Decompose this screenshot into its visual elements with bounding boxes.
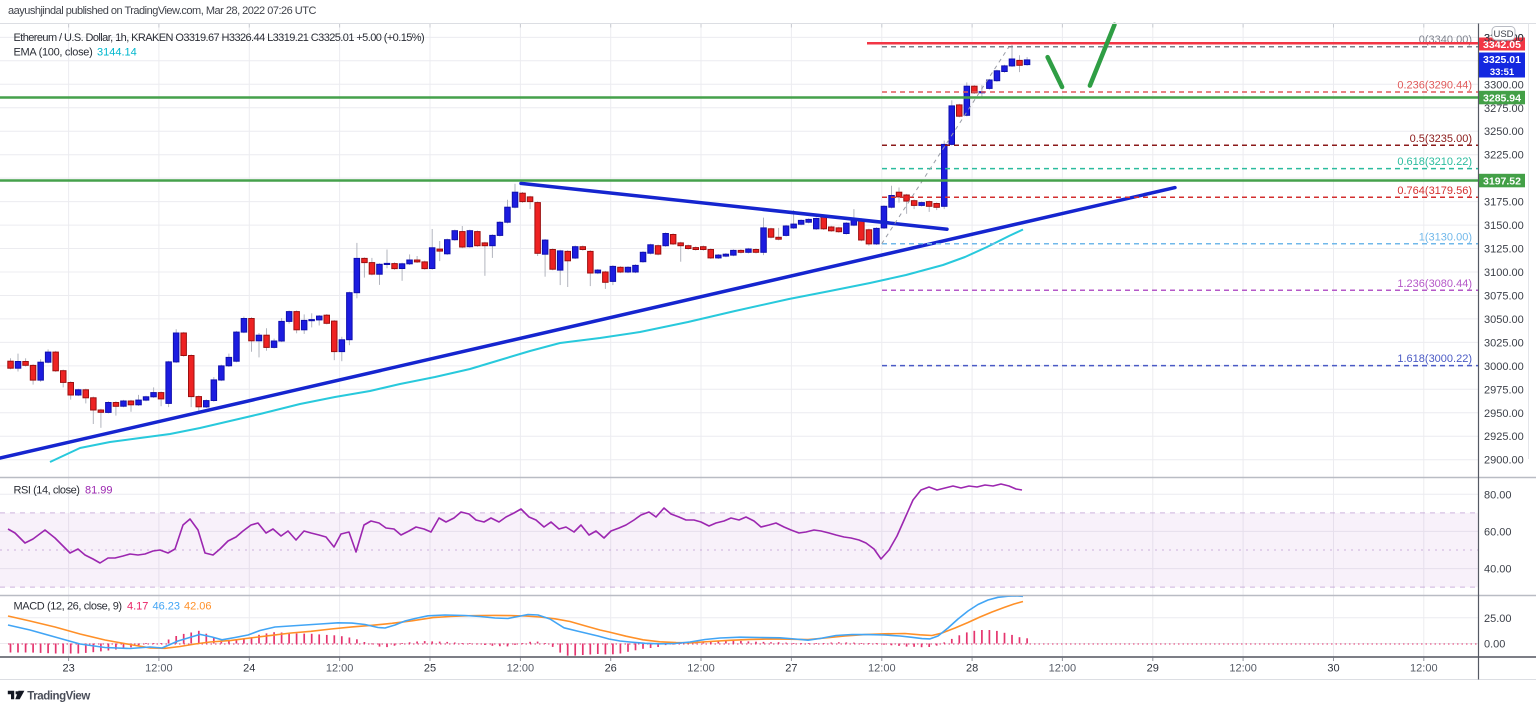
svg-text:12:00: 12:00: [326, 663, 354, 675]
svg-text:3300.00: 3300.00: [1484, 79, 1524, 91]
svg-text:12:00: 12:00: [868, 663, 896, 675]
svg-text:1.236(3080.44): 1.236(3080.44): [1397, 278, 1472, 290]
svg-text:aayushjindal published on Trad: aayushjindal published on TradingView.co…: [8, 5, 316, 17]
svg-text:3275.00: 3275.00: [1484, 103, 1524, 115]
svg-text:3197.52: 3197.52: [1483, 175, 1521, 187]
svg-text:30: 30: [1327, 663, 1339, 675]
svg-text:3100.00: 3100.00: [1484, 267, 1524, 279]
svg-text:81.99: 81.99: [85, 485, 113, 497]
svg-text:3250.00: 3250.00: [1484, 126, 1524, 138]
svg-text:12:00: 12:00: [1049, 663, 1077, 675]
svg-text:0.618(3210.22): 0.618(3210.22): [1397, 156, 1472, 168]
svg-text:3175.00: 3175.00: [1484, 197, 1524, 209]
svg-text:2975.00: 2975.00: [1484, 384, 1524, 396]
svg-text:USD: USD: [1493, 29, 1513, 40]
svg-text:0.5(3235.00): 0.5(3235.00): [1410, 133, 1472, 145]
svg-text:80.00: 80.00: [1484, 489, 1512, 501]
svg-text:40.00: 40.00: [1484, 564, 1512, 576]
svg-text:12:00: 12:00: [507, 663, 535, 675]
svg-text:12:00: 12:00: [687, 663, 715, 675]
svg-text:TradingView: TradingView: [27, 690, 90, 702]
svg-text:MACD (12, 26, close, 9): MACD (12, 26, close, 9): [14, 601, 122, 613]
svg-text:12:00: 12:00: [1229, 663, 1257, 675]
svg-text:Ethereum / U.S. Dollar, 1h, KR: Ethereum / U.S. Dollar, 1h, KRAKEN O3319…: [14, 32, 425, 44]
svg-text:3325.01: 3325.01: [1483, 54, 1521, 66]
svg-text:2900.00: 2900.00: [1484, 455, 1524, 467]
svg-text:3225.00: 3225.00: [1484, 150, 1524, 162]
svg-text:RSI (14, close): RSI (14, close): [14, 485, 80, 497]
svg-text:26: 26: [605, 663, 617, 675]
svg-text:28: 28: [966, 663, 978, 675]
svg-text:29: 29: [1147, 663, 1159, 675]
svg-text:3285.94: 3285.94: [1483, 92, 1521, 104]
svg-text:1.618(3000.22): 1.618(3000.22): [1397, 353, 1472, 365]
svg-text:3144.14: 3144.14: [97, 47, 137, 59]
svg-text:46.23: 46.23: [153, 601, 181, 613]
svg-text:3150.00: 3150.00: [1484, 220, 1524, 232]
svg-text:0.764(3179.56): 0.764(3179.56): [1397, 185, 1472, 197]
svg-text:24: 24: [243, 663, 255, 675]
svg-text:EMA (100, close): EMA (100, close): [14, 47, 93, 59]
svg-text:3025.00: 3025.00: [1484, 337, 1524, 349]
svg-text:3342.05: 3342.05: [1483, 39, 1521, 51]
svg-text:4.17: 4.17: [127, 601, 148, 613]
svg-text:27: 27: [785, 663, 797, 675]
svg-text:12:00: 12:00: [145, 663, 173, 675]
svg-text:60.00: 60.00: [1484, 526, 1512, 538]
svg-text:3125.00: 3125.00: [1484, 244, 1524, 256]
svg-text:0.236(3290.44): 0.236(3290.44): [1397, 80, 1472, 92]
svg-text:0.00: 0.00: [1484, 639, 1505, 651]
svg-text:42.06: 42.06: [184, 601, 212, 613]
svg-text:2925.00: 2925.00: [1484, 431, 1524, 443]
svg-text:25.00: 25.00: [1484, 613, 1512, 625]
svg-text:3000.00: 3000.00: [1484, 361, 1524, 373]
svg-text:2950.00: 2950.00: [1484, 408, 1524, 420]
svg-text:25: 25: [424, 663, 436, 675]
svg-text:3050.00: 3050.00: [1484, 314, 1524, 326]
svg-text:1(3130.00): 1(3130.00): [1419, 231, 1472, 243]
svg-text:23: 23: [62, 663, 74, 675]
svg-text:33:51: 33:51: [1490, 67, 1515, 78]
svg-text:12:00: 12:00: [1410, 663, 1438, 675]
svg-text:3075.00: 3075.00: [1484, 291, 1524, 303]
